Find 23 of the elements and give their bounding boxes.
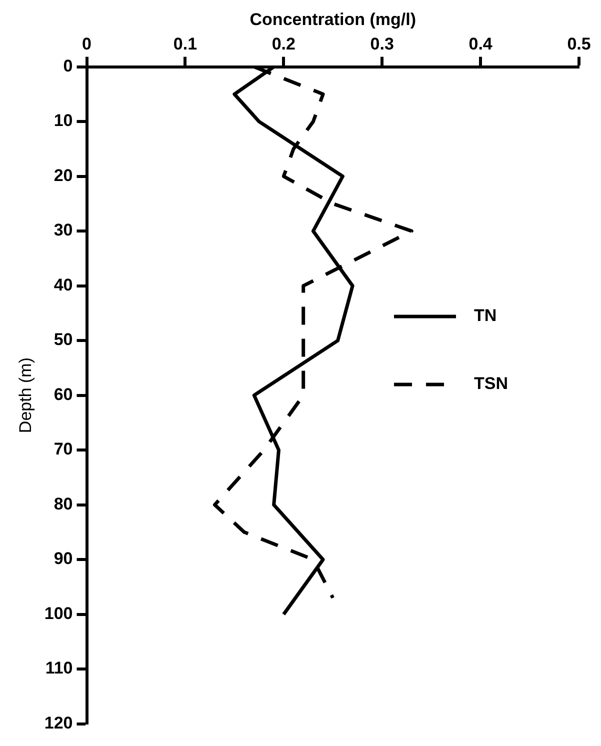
x-tick-label: 0.3: [370, 34, 394, 54]
y-tick-label: 70: [54, 440, 73, 459]
y-tick-label: 110: [45, 658, 73, 678]
x-tick-label: 0.2: [272, 34, 296, 54]
x-tick-label: 0.5: [567, 34, 591, 54]
y-tick-label: 10: [54, 111, 73, 130]
y-tick-label: 120: [44, 713, 73, 732]
y-axis-title: Depth (m): [16, 358, 35, 434]
y-tick-label: 50: [54, 330, 73, 350]
legend-label: TSN: [474, 374, 508, 394]
legend-label: TN: [474, 306, 497, 326]
y-tick-label: 40: [54, 275, 73, 294]
y-tick-label: 80: [54, 494, 73, 514]
y-tick-label: 90: [54, 549, 73, 568]
x-tick-label: 0.4: [468, 34, 493, 54]
y-tick-label: 100: [44, 604, 73, 623]
x-tick-label: 0.1: [173, 34, 198, 54]
y-tick-label: 0: [63, 56, 73, 76]
y-tick-label: 30: [54, 220, 73, 240]
x-tick-label: 0: [82, 34, 92, 54]
x-axis-title: Concentration (mg/l): [250, 10, 416, 29]
y-tick-label: 60: [54, 384, 73, 404]
y-tick-label: 20: [54, 166, 73, 185]
